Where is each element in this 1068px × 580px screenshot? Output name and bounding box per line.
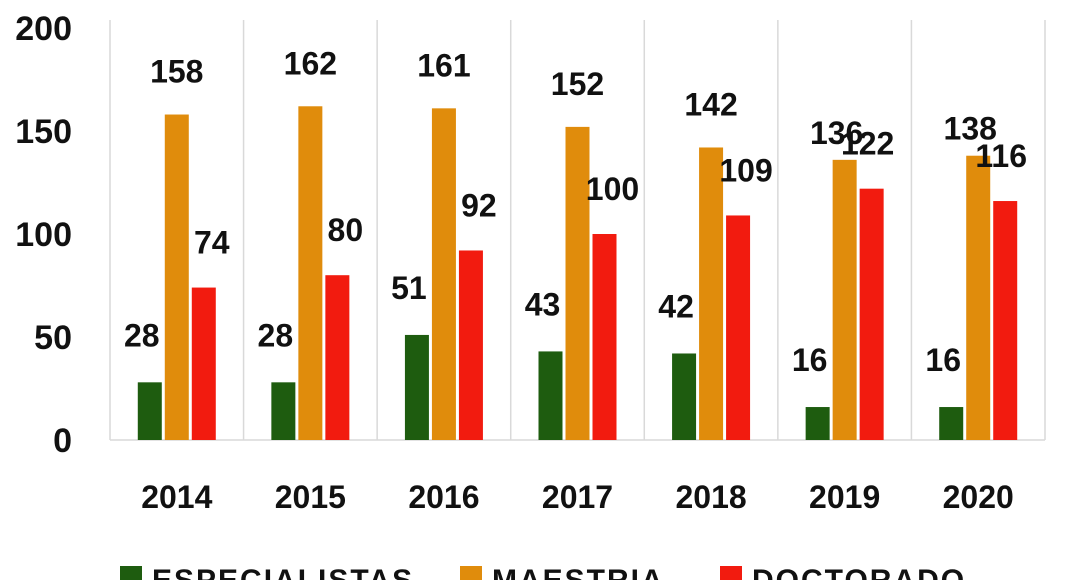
bar-maestria-2016 — [431, 108, 456, 440]
data-label: 138 — [944, 111, 997, 147]
y-tick-label: 150 — [15, 113, 72, 151]
data-label: 100 — [586, 171, 639, 207]
data-label: 92 — [461, 187, 497, 223]
bar-maestria-2017 — [565, 126, 590, 440]
data-label: 51 — [391, 270, 427, 306]
legend-swatch-maestria — [460, 566, 482, 580]
data-label: 161 — [417, 47, 470, 83]
data-label: 74 — [194, 225, 230, 261]
data-label: 152 — [551, 66, 604, 102]
bar-especialistas-2015 — [271, 382, 296, 440]
data-label: 43 — [525, 286, 561, 322]
x-tick-label: 2017 — [542, 479, 613, 515]
bar-doctorado-2014 — [191, 287, 216, 440]
y-tick-label: 50 — [34, 319, 72, 357]
data-label: 28 — [124, 317, 160, 353]
data-label: 136 — [810, 115, 863, 151]
data-label: 80 — [328, 212, 364, 248]
bar-especialistas-2017 — [538, 351, 563, 440]
legend-label-maestria: MAESTRIA — [492, 564, 665, 580]
x-tick-label: 2016 — [408, 479, 479, 515]
bar-maestria-2018 — [699, 147, 724, 441]
bar-especialistas-2019 — [805, 407, 830, 440]
legend-label-especialistas: ESPECIALISTAS — [152, 564, 414, 580]
bar-doctorado-2018 — [726, 215, 751, 440]
data-label: 122 — [841, 126, 894, 162]
bar-doctorado-2017 — [592, 234, 617, 440]
bar-maestria-2014 — [164, 114, 189, 441]
bar-especialistas-2020 — [939, 407, 964, 440]
bar-doctorado-2019 — [859, 188, 884, 440]
bar-maestria-2020 — [966, 155, 991, 440]
bar-maestria-2019 — [832, 159, 857, 440]
bar-doctorado-2015 — [325, 275, 350, 440]
y-tick-label: 0 — [53, 422, 72, 460]
legend-label-doctorado: DOCTORADO — [752, 564, 966, 580]
legend: ESPECIALISTAS MAESTRIA DOCTORADO — [120, 564, 966, 580]
y-axis: 0 50 100 150 200 — [15, 10, 72, 460]
x-tick-label: 2015 — [275, 479, 346, 515]
bar-doctorado-2020 — [993, 201, 1018, 440]
data-label: 162 — [284, 45, 337, 81]
data-label: 158 — [150, 54, 203, 90]
x-tick-label: 2014 — [141, 479, 212, 515]
bar-maestria-2015 — [298, 106, 323, 440]
data-label: 109 — [719, 152, 772, 188]
data-labels: 28 158 74 28 162 80 51 161 92 43 152 100 42 142 109 16 1… — [124, 45, 1027, 378]
x-tick-label: 2018 — [675, 479, 746, 515]
bar-especialistas-2018 — [672, 353, 697, 440]
bar-doctorado-2016 — [458, 250, 483, 440]
x-axis: 2014 2015 2016 2017 2018 2019 2020 — [141, 479, 1014, 515]
bar-especialistas-2016 — [404, 334, 429, 440]
data-label: 28 — [258, 317, 294, 353]
data-label: 142 — [684, 86, 737, 122]
legend-swatch-doctorado — [720, 566, 742, 580]
y-tick-label: 200 — [15, 10, 72, 48]
bars — [137, 106, 1018, 441]
bar-especialistas-2014 — [137, 382, 162, 440]
y-tick-label: 100 — [15, 216, 72, 254]
data-label: 16 — [792, 342, 828, 378]
legend-swatch-especialistas — [120, 566, 142, 580]
x-tick-label: 2019 — [809, 479, 880, 515]
x-tick-label: 2020 — [943, 479, 1014, 515]
data-label: 116 — [975, 138, 1027, 174]
data-label: 16 — [925, 342, 961, 378]
data-label: 42 — [658, 288, 694, 324]
